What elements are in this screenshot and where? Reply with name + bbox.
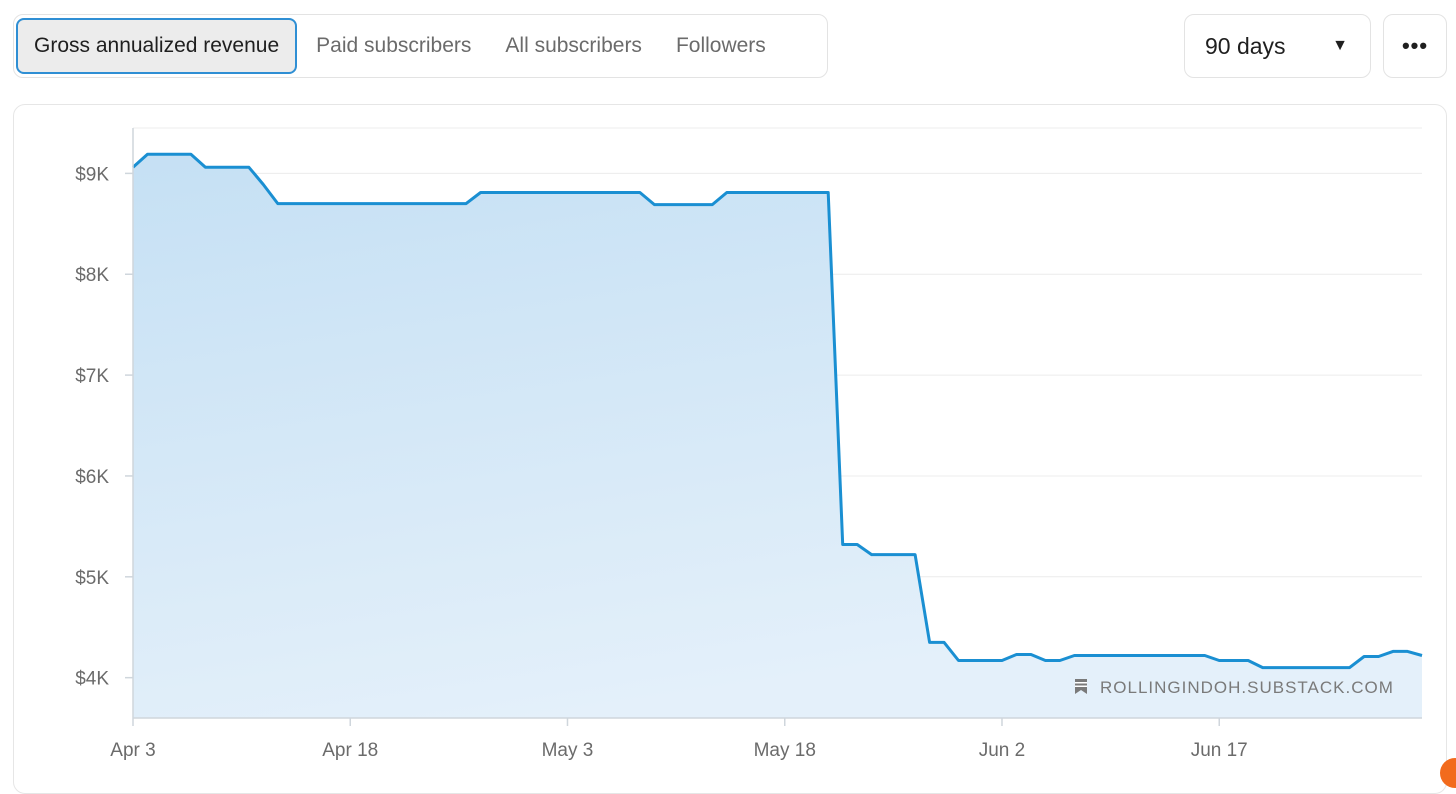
y-tick-label: $6K [75, 467, 109, 488]
y-tick-label: $4K [75, 669, 109, 690]
revenue-area [133, 154, 1422, 718]
watermark-text: ROLLINGINDOH.SUBSTACK.COM [1100, 678, 1394, 697]
y-tick-label: $9K [75, 164, 109, 185]
x-tick-label: Apr 18 [322, 740, 378, 761]
tab-all-subscribers[interactable]: All subscribers [505, 34, 642, 57]
x-tick-label: Apr 3 [110, 740, 155, 761]
metric-tabs: Gross annualized revenue Paid subscriber… [13, 14, 828, 78]
date-range-value: 90 days [1205, 32, 1286, 59]
more-horizontal-icon: ••• [1401, 33, 1429, 58]
caret-down-icon: ▼ [1332, 37, 1348, 54]
tab-gross-annualized-revenue[interactable]: Gross annualized revenue [16, 18, 298, 74]
revenue-line [131, 152, 1423, 670]
date-range-select[interactable]: 90 days ▼ [1184, 14, 1371, 78]
y-tick-label: $8K [75, 265, 109, 286]
watermark: ROLLINGINDOH.SUBSTACK.COM [1075, 678, 1394, 697]
x-tick-label: Jun 17 [1191, 740, 1248, 761]
y-tick-label: $7K [75, 366, 109, 387]
more-options-button[interactable]: ••• [1383, 14, 1447, 78]
tab-paid-subscribers[interactable]: Paid subscribers [316, 34, 472, 57]
x-tick-label: May 18 [754, 740, 816, 761]
revenue-chart: $4K $5K $6K $7K $8K $9K Apr 3 Apr 18 May 3 May 1… [75, 127, 1423, 761]
y-tick-label: $5K [75, 568, 109, 589]
x-tick-label: May 3 [542, 740, 594, 761]
tab-followers[interactable]: Followers [675, 34, 766, 57]
x-tick-label: Jun 2 [979, 740, 1025, 761]
